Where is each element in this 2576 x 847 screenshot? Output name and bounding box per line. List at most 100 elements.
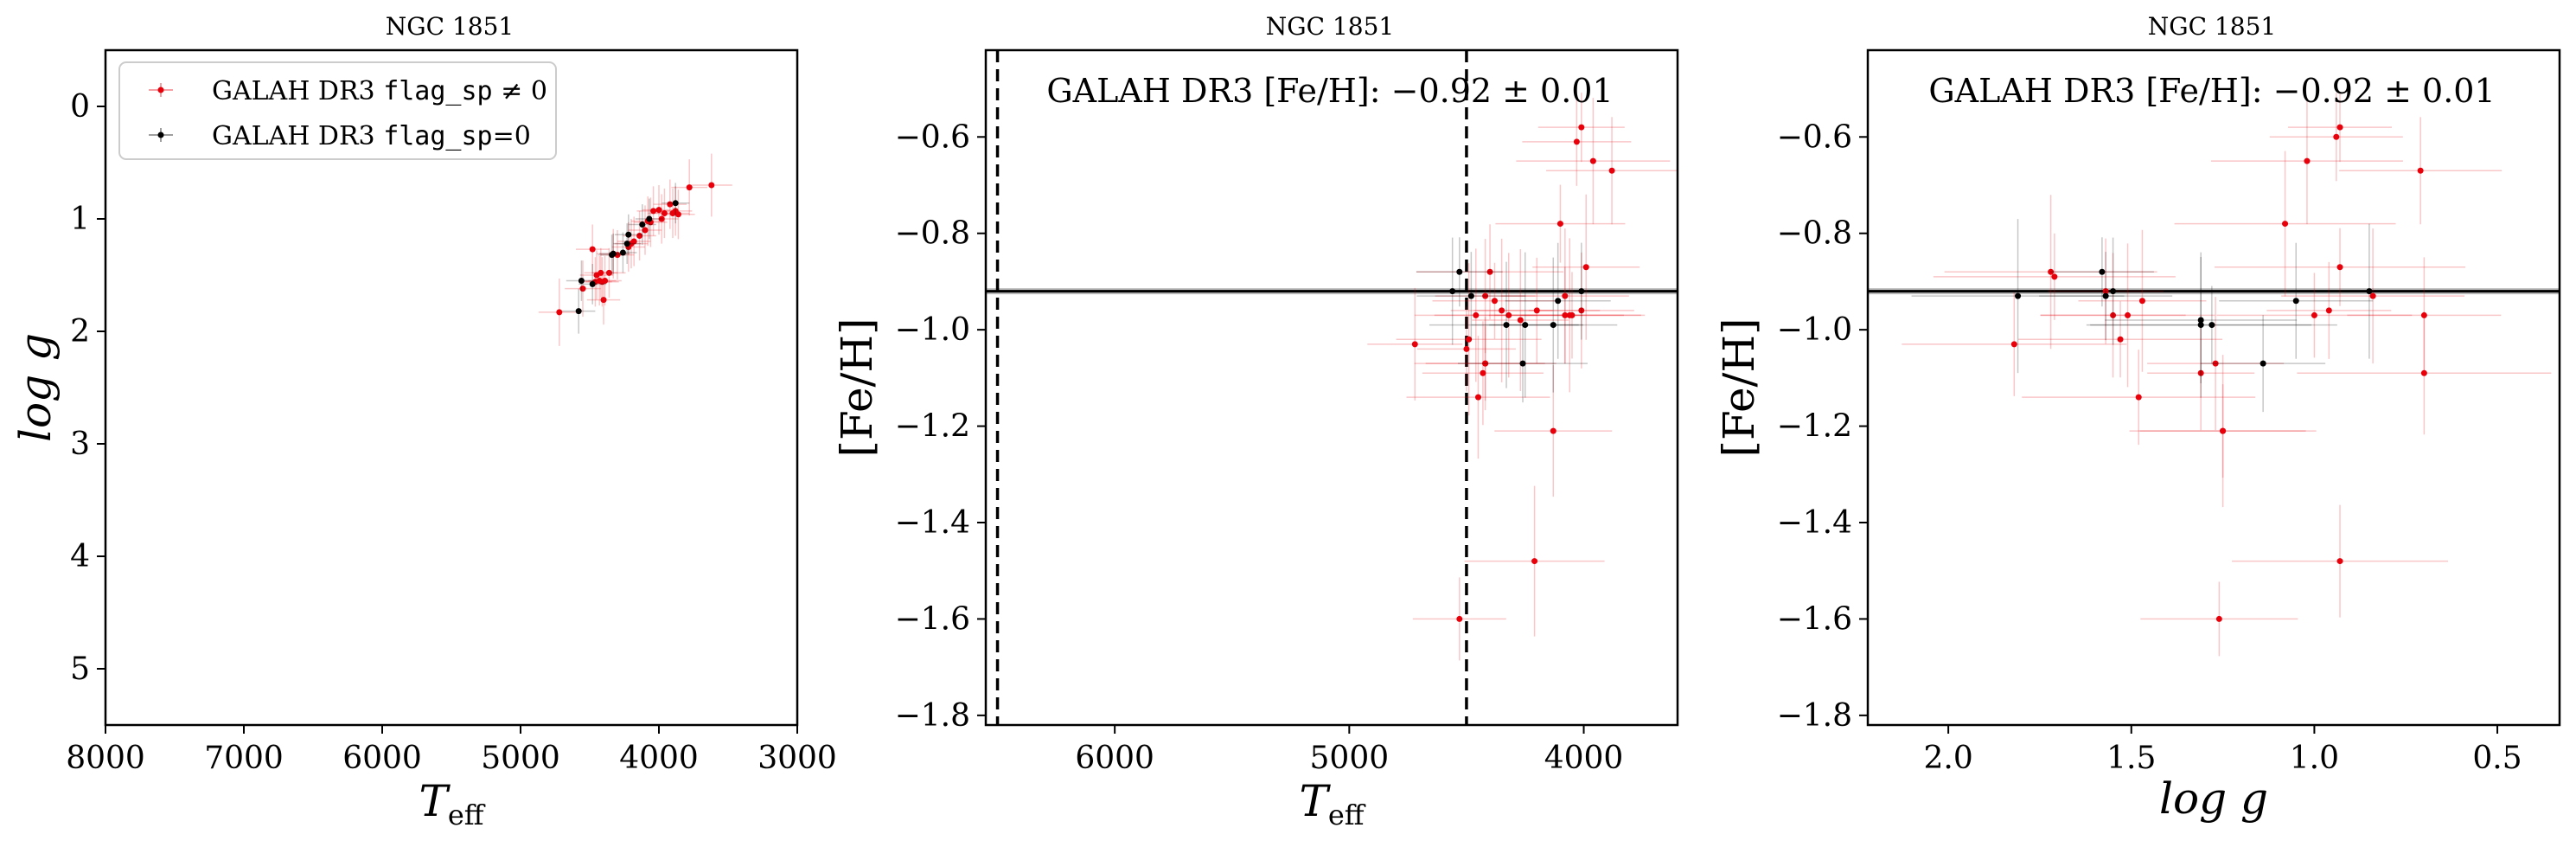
y-tick-label: −1.0 [895, 312, 970, 348]
data-point-good [2277, 223, 2461, 359]
y-tick-label: −1.2 [895, 409, 970, 445]
data-point-flagged [1396, 263, 1542, 416]
metallicity-annotation: GALAH DR3 [Fe/H]: −0.92 ± 0.01 [1928, 72, 2495, 110]
data-point-flagged [1472, 249, 1569, 391]
x-tick-label: 0.5 [2472, 741, 2522, 776]
panel-title: NGC 1851 [386, 12, 514, 41]
x-axis-label: log g [2159, 773, 2268, 824]
data-point-flagged [2140, 581, 2298, 657]
data-point-flagged [2297, 311, 2552, 435]
data-point-flagged [1412, 577, 1506, 661]
x-tick-label: 4000 [619, 741, 699, 776]
data-point-good [1911, 219, 2125, 374]
y-tick-label: −1.2 [1777, 409, 1852, 445]
data-point-flagged [2216, 273, 2413, 358]
data-point-flagged [1416, 224, 1564, 320]
legend: GALAH DR3 flag_sp ≠ 0 GALAH DR3 flag_sp=… [118, 61, 557, 160]
data-point-flagged [565, 260, 601, 318]
data-point-good [613, 223, 642, 264]
metallicity-annotation: GALAH DR3 [Fe/H]: −0.92 ± 0.01 [1046, 72, 1613, 110]
data-point-flagged [2147, 316, 2255, 431]
x-tick-label: 1.0 [2290, 741, 2339, 776]
x-axis-label: Teff [1299, 776, 1365, 831]
y-tick-label: 1 [70, 202, 90, 237]
x-tick-label: 4000 [1544, 741, 1624, 776]
x-tick-label: 3000 [757, 741, 837, 776]
panel-teff-feh: NGC 1851 6000 5000 4000 −0.6 −0.8 −1.0 −1.2 −1.… [832, 12, 1679, 831]
axis-ticks: 8000 7000 6000 5000 4000 3000 0 1 2 3 4 5 [66, 89, 837, 776]
data-point-good [628, 204, 656, 245]
data-marks [1868, 93, 2560, 657]
panel-title: NGC 1851 [2148, 12, 2276, 41]
data-point-good [2031, 237, 2195, 345]
legend-label-flagged: GALAH DR3 flag_sp ≠ 0 [212, 76, 547, 106]
x-tick-label: 2.0 [1923, 741, 1972, 776]
data-point-flagged [1464, 485, 1605, 637]
data-point-good [2049, 237, 2154, 307]
data-point-good [2201, 315, 2326, 413]
data-point-good [2090, 252, 2312, 398]
data-point-flagged [636, 186, 670, 236]
y-tick-label: −0.6 [895, 119, 970, 155]
data-point-flagged [645, 194, 679, 244]
data-point-flagged [2174, 151, 2396, 297]
data-point-flagged [2266, 261, 2392, 359]
data-point-flagged [2018, 301, 2223, 378]
x-tick-label: 8000 [66, 741, 145, 776]
data-point-flagged [642, 185, 676, 235]
data-point-flagged [2281, 228, 2465, 364]
data-point-good [562, 288, 596, 334]
data-point-flagged [1500, 228, 1629, 364]
y-tick-label: 5 [70, 651, 90, 687]
data-point-flagged [1902, 292, 2127, 396]
data-point-good [1505, 242, 1611, 359]
data-point-flagged [1450, 238, 1553, 382]
data-point-flagged [2022, 350, 2256, 446]
x-tick-label: 6000 [342, 741, 422, 776]
data-point-flagged [1933, 233, 2176, 320]
data-point-good [614, 214, 642, 255]
x-tick-label: 6000 [1075, 741, 1154, 776]
data-point-good [1505, 242, 1658, 340]
legend-label-good: GALAH DR3 flag_sp=0 [212, 121, 531, 151]
data-point-flagged [2040, 253, 2186, 378]
data-point-flagged [611, 221, 645, 273]
plot-frame [104, 48, 799, 727]
x-tick-label: 5000 [1310, 741, 1390, 776]
data-point-flagged [2048, 238, 2164, 344]
data-marks [986, 50, 1678, 725]
y-tick-label: −1.8 [1777, 698, 1852, 734]
data-point-good [1416, 252, 1526, 341]
data-point-flagged [1473, 257, 1601, 363]
data-point-good [598, 234, 626, 275]
data-point-flagged [1488, 266, 1641, 364]
data-point-flagged [690, 153, 732, 217]
data-point-flagged [2347, 257, 2502, 374]
data-point-flagged [628, 205, 662, 255]
plot-frame [1866, 48, 2561, 727]
data-point-good [1386, 237, 1518, 345]
data-point-good [635, 198, 663, 240]
data-point-good [2086, 286, 2337, 364]
y-tick-label: −0.8 [1777, 216, 1852, 252]
data-point-good [566, 260, 597, 301]
x-axis-label: Teff [419, 776, 485, 831]
y-tick-label: 3 [70, 427, 90, 462]
data-point-flagged [579, 250, 614, 300]
data-point-flagged [2269, 93, 2403, 182]
y-axis-label: [Fe/H] [832, 318, 882, 457]
data-point-flagged [1414, 248, 1537, 382]
y-tick-label: −0.6 [1777, 119, 1852, 155]
data-point-good [2219, 242, 2374, 359]
data-point-flagged [1528, 252, 1634, 369]
y-tick-label: −1.6 [895, 601, 970, 637]
data-point-flagged [1367, 287, 1463, 401]
data-point-good [578, 264, 607, 305]
x-tick-label: 7000 [204, 741, 284, 776]
y-tick-label: −1.8 [895, 698, 970, 734]
y-tick-label: −1.6 [1777, 601, 1852, 637]
data-point-flagged [1495, 184, 1626, 263]
y-tick-label: −1.4 [1777, 505, 1852, 541]
legend-dot-flagged [157, 87, 164, 93]
